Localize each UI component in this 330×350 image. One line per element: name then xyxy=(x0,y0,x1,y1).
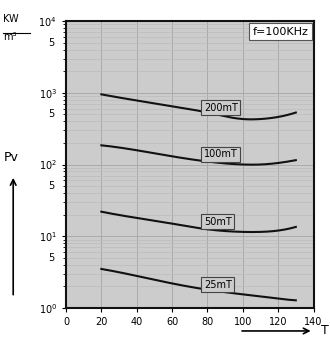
Text: 5: 5 xyxy=(49,37,55,48)
Text: 25mT: 25mT xyxy=(204,280,232,290)
Text: 50mT: 50mT xyxy=(204,217,232,226)
Text: f=100KHz: f=100KHz xyxy=(253,27,309,37)
Text: 200mT: 200mT xyxy=(204,103,238,113)
Text: 5: 5 xyxy=(49,181,55,191)
Text: m³: m³ xyxy=(3,32,17,42)
Text: 5: 5 xyxy=(49,253,55,263)
Text: 100mT: 100mT xyxy=(204,149,238,160)
Text: KW: KW xyxy=(3,14,19,24)
Text: T: T xyxy=(321,324,329,337)
Text: 5: 5 xyxy=(49,109,55,119)
Text: Pv: Pv xyxy=(4,151,19,164)
